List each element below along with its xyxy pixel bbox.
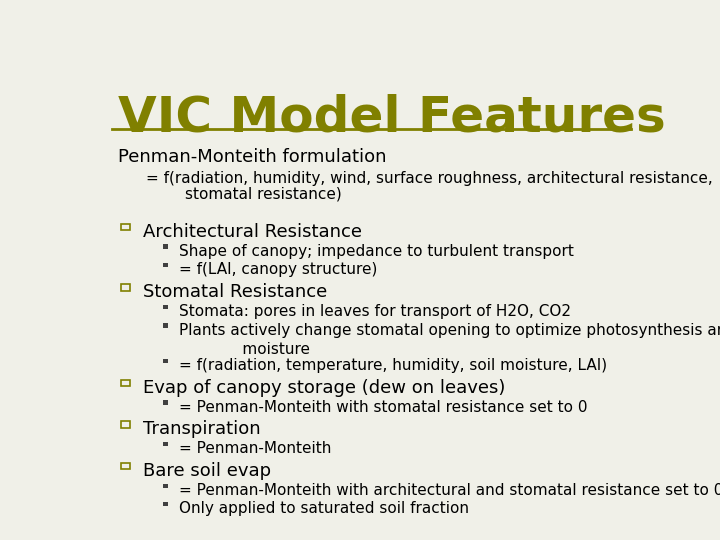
Text: = f(radiation, humidity, wind, surface roughness, architectural resistance,: = f(radiation, humidity, wind, surface r… (145, 171, 713, 186)
FancyBboxPatch shape (163, 483, 168, 488)
Text: Transpiration: Transpiration (143, 420, 261, 438)
Text: Penman-Monteith formulation: Penman-Monteith formulation (118, 148, 387, 166)
Text: Architectural Resistance: Architectural Resistance (143, 223, 362, 241)
Text: Bare soil evap: Bare soil evap (143, 462, 271, 480)
Text: Stomata: pores in leaves for transport of H2O, CO2: Stomata: pores in leaves for transport o… (179, 304, 571, 319)
Text: = f(radiation, temperature, humidity, soil moisture, LAI): = f(radiation, temperature, humidity, so… (179, 358, 608, 373)
FancyBboxPatch shape (163, 359, 168, 363)
FancyBboxPatch shape (163, 245, 168, 248)
FancyBboxPatch shape (163, 323, 168, 328)
Text: = f(LAI, canopy structure): = f(LAI, canopy structure) (179, 262, 378, 278)
Text: stomatal resistance): stomatal resistance) (145, 187, 341, 201)
Text: = Penman-Monteith with architectural and stomatal resistance set to 0: = Penman-Monteith with architectural and… (179, 483, 720, 498)
FancyBboxPatch shape (163, 400, 168, 404)
Text: Only applied to saturated soil fraction: Only applied to saturated soil fraction (179, 502, 469, 516)
Text: Evap of canopy storage (dew on leaves): Evap of canopy storage (dew on leaves) (143, 379, 505, 397)
FancyBboxPatch shape (163, 502, 168, 507)
Text: VIC Model Features: VIC Model Features (118, 94, 666, 142)
FancyBboxPatch shape (163, 305, 168, 309)
Text: = Penman-Monteith: = Penman-Monteith (179, 441, 332, 456)
Text: Stomatal Resistance: Stomatal Resistance (143, 283, 328, 301)
FancyBboxPatch shape (163, 442, 168, 446)
FancyBboxPatch shape (163, 263, 168, 267)
Text: Shape of canopy; impedance to turbulent transport: Shape of canopy; impedance to turbulent … (179, 244, 574, 259)
Text: Plants actively change stomatal opening to optimize photosynthesis and retain
  : Plants actively change stomatal opening … (179, 322, 720, 357)
Text: = Penman-Monteith with stomatal resistance set to 0: = Penman-Monteith with stomatal resistan… (179, 400, 588, 415)
